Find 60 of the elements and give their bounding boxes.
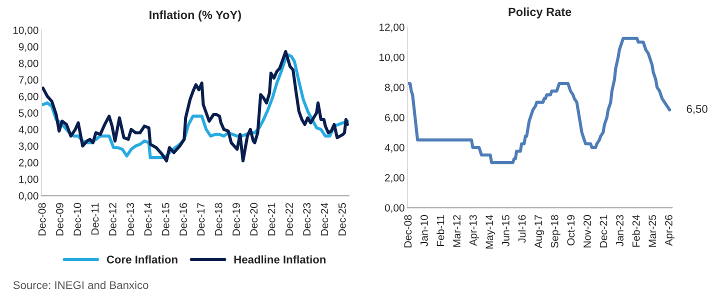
x-tick-label: Aug-17: [534, 215, 544, 248]
y-tick-label: 6,00: [18, 92, 38, 102]
x-tick-label: Dec-10: [74, 203, 82, 236]
x-tick-label: May-14: [486, 214, 496, 249]
source-note: Source: INEGI and Banxico: [13, 280, 148, 290]
x-tick-label: Dec-11: [91, 203, 99, 235]
y-tick-label: 10,00: [13, 26, 38, 36]
y-tick-label: 10,00: [380, 54, 404, 62]
y-tick-label: 2,00: [18, 159, 38, 168]
x-tick-label: Jan-23: [616, 215, 624, 246]
y-tick-label: 3,00: [18, 142, 38, 152]
x-tick-label: Jan-10: [420, 215, 428, 246]
x-tick-label: Mar-25: [648, 215, 656, 247]
x-tick-label: Dec-21: [600, 215, 608, 248]
y-tick-label: 2,00: [385, 174, 404, 183]
x-tick-label: Apr-13: [469, 215, 479, 246]
chart-title: Inflation (% YoY): [150, 10, 241, 22]
chart-title: Policy Rate: [508, 7, 572, 18]
x-tick-label: Dec-24: [320, 202, 328, 236]
x-tick-label: Dec-22: [286, 203, 293, 236]
x-tick-label: Dec-09: [56, 203, 64, 236]
x-tick-label: Dec-13: [126, 203, 134, 236]
y-tick-label: 0,00: [384, 204, 404, 213]
x-tick-label: Jul-16: [518, 215, 526, 243]
x-tick-label: Dec-15: [162, 203, 170, 236]
x-tick-label: Dec-23: [303, 203, 311, 236]
y-tick-label: 4,00: [18, 126, 38, 135]
y-tick-label: 8,00: [384, 84, 404, 92]
x-tick-label: Dec-17: [197, 203, 205, 236]
x-tick-label: Nov-20: [584, 215, 591, 248]
legend-label: Headline Inflation: [234, 255, 326, 264]
y-tick-label: 9,00: [18, 43, 38, 52]
y-tick-label: 0,00: [18, 192, 38, 201]
x-tick-label: Dec-25: [338, 203, 346, 236]
x-tick-label: Dec-20: [250, 203, 258, 236]
y-tick-label: 7,00: [18, 76, 38, 85]
x-tick-label: Feb-11: [436, 215, 444, 246]
x-tick-label: Dec-19: [232, 203, 240, 236]
x-tick-label: Dec-14: [144, 202, 152, 236]
x-tick-label: Dec-21: [268, 203, 276, 236]
x-tick-label: Dec-08: [38, 203, 46, 236]
annotation: 6,50: [686, 104, 708, 114]
y-tick-label: 6,00: [385, 114, 404, 122]
legend-label: Core Inflation: [106, 255, 178, 264]
y-tick-label: 1,00: [19, 176, 38, 184]
line-series: [408, 36, 672, 164]
x-tick-label: Apr-26: [665, 215, 674, 246]
x-tick-label: Feb-24: [632, 214, 640, 247]
x-tick-label: Oct-19: [567, 215, 575, 246]
y-tick-label: 12,00: [380, 24, 404, 32]
y-tick-label: 4,00: [384, 144, 404, 153]
x-tick-label: Dec-08: [404, 215, 412, 248]
x-tick-label: Mar-12: [453, 215, 460, 247]
x-tick-label: Dec-16: [180, 203, 187, 236]
y-tick-label: 5,00: [18, 109, 38, 118]
x-tick-label: Dec-18: [214, 203, 222, 236]
x-tick-label: Sep-18: [550, 215, 560, 248]
y-tick-label: 8,00: [18, 60, 38, 68]
x-tick-label: Jun-15: [502, 215, 510, 246]
x-tick-label: Dec-12: [108, 203, 116, 236]
